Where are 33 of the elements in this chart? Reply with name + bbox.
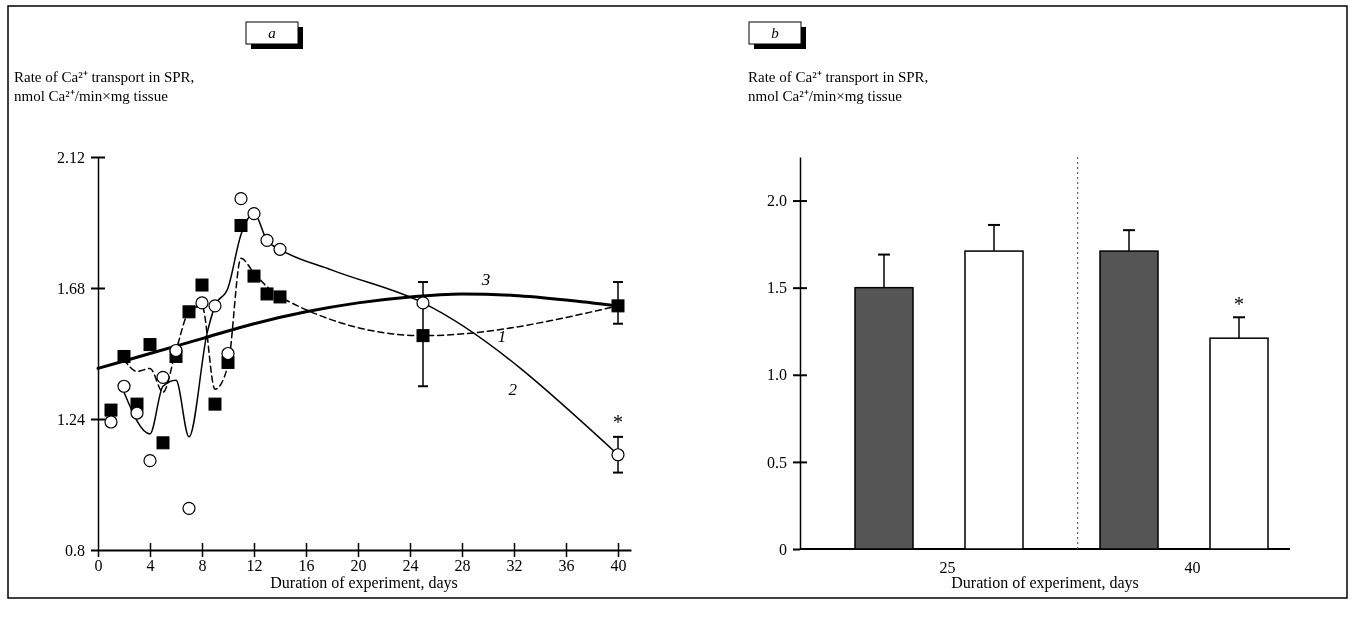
y-tick-label: 0.8 [65,541,85,559]
y-tick-label: 0.5 [767,453,787,471]
x-tick-label: 0 [94,557,103,575]
annotation: * [1234,293,1244,316]
x-tick-label: 40 [610,557,627,575]
x-tick-label: 36 [558,557,575,575]
x-tick-label: 12 [246,557,263,575]
x-tick-label: 20 [350,557,367,575]
y-axis-title: Rate of Ca²⁺ transport in SPR, nmol Ca²⁺/min×mg tissue [14,69,195,104]
y-tick-label: 0 [779,540,787,558]
x-tick-label: 40 [1184,558,1201,576]
y-tick-label: 2.0 [767,192,787,210]
x-tick-label: 16 [298,557,315,575]
x-tick-label: 24 [402,557,419,575]
x-axis-title: Duration of experiment, days [951,574,1139,592]
x-tick-label: 8 [198,557,207,575]
x-axis-title: Duration of experiment, days [270,574,458,592]
y-tick-label: 1.0 [767,366,787,384]
series-label: 3 [480,269,491,289]
annotation: * [613,410,623,433]
series-label: 2 [508,380,518,400]
y-tick-label: 1.5 [767,279,787,297]
series-label: 1 [497,327,507,347]
y-tick-label: 1.68 [57,279,85,297]
x-tick-label: 32 [506,557,523,575]
chart-title: b [771,25,780,41]
x-tick-label: 28 [454,557,471,575]
y-tick-label: 1.24 [57,410,85,428]
chart-title: a [268,25,276,41]
y-axis-title: Rate of Ca²⁺ transport in SPR, nmol Ca²⁺/min×mg tissue [748,69,929,104]
x-tick-label: 25 [939,558,956,576]
y-tick-label: 2.12 [57,148,85,166]
x-tick-label: 4 [146,557,155,575]
